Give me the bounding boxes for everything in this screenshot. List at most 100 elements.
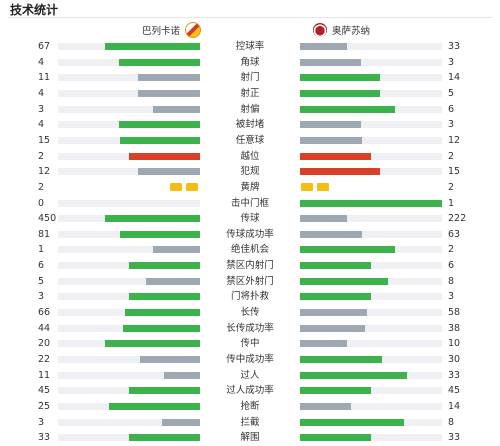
home-bar [138, 168, 200, 176]
home-value: 5 [38, 275, 45, 287]
home-bar-track [58, 152, 200, 160]
away-value: 6 [448, 260, 455, 272]
home-bar [162, 418, 200, 426]
home-value: 15 [38, 134, 51, 146]
home-bar [129, 387, 200, 395]
away-bar-track [300, 293, 442, 301]
home-bar [119, 58, 200, 66]
home-bar-track [58, 136, 200, 144]
stat-label: 控球率 [235, 41, 265, 52]
away-bar [300, 324, 365, 332]
stat-label: 抢断 [240, 400, 260, 412]
stat-row: 11 射门 14 [0, 70, 500, 86]
away-bar-track [300, 277, 442, 285]
yellow-card-icon [317, 182, 329, 191]
stat-label: 射偏 [240, 103, 260, 115]
home-bar-track [58, 199, 200, 207]
stat-row: 5 禁区外射门 8 [0, 274, 500, 290]
away-bar-track [300, 418, 442, 426]
home-bar-track [58, 309, 200, 317]
home-bar-track [58, 74, 200, 82]
home-bar-track [58, 434, 200, 442]
away-value: 3 [448, 56, 455, 68]
stat-label: 门将扑救 [230, 291, 269, 303]
away-bar [300, 121, 361, 129]
away-bar-track [300, 43, 442, 50]
away-team[interactable]: 奥萨苏纳 [308, 22, 370, 38]
stat-label: 过人 [240, 369, 260, 381]
home-bar [120, 230, 200, 238]
stat-label: 传中成功率 [226, 354, 274, 365]
stat-row: 3 门将扑救 3 [0, 289, 500, 305]
away-bar-track [300, 136, 442, 144]
away-bar-track [300, 89, 442, 97]
away-bar [300, 418, 404, 426]
stat-row: 2 越位 2 [0, 149, 500, 165]
home-bar-track [58, 293, 200, 301]
home-bar-track [58, 387, 200, 395]
away-bar [300, 387, 371, 395]
home-bar [119, 121, 200, 129]
away-bar [300, 215, 347, 223]
stat-row: 44 长传成功率 38 [0, 321, 500, 337]
home-value: 2 [38, 181, 45, 193]
stat-row: 33 解围 33 [0, 430, 500, 446]
stat-label: 犯规 [240, 166, 260, 178]
stat-row: 6 禁区内射门 6 [0, 258, 500, 274]
away-value: 2 [448, 181, 455, 193]
away-bar [300, 58, 361, 66]
yellow-card-icon [170, 182, 182, 191]
away-bar [300, 371, 407, 379]
away-bar [300, 136, 362, 144]
away-bar-track [300, 387, 442, 395]
away-value: 6 [448, 103, 455, 115]
away-team-crest-icon [313, 23, 327, 37]
away-bar-track [300, 230, 442, 238]
home-value: 3 [38, 291, 45, 303]
home-value: 25 [38, 400, 51, 412]
stat-row: 3 射偏 6 [0, 102, 500, 118]
home-bar [153, 105, 200, 113]
stat-row: 66 长传 58 [0, 305, 500, 321]
home-value: 44 [38, 322, 51, 334]
home-bar-track [58, 215, 200, 223]
home-value: 450 [38, 213, 57, 225]
away-bar [300, 89, 380, 97]
home-bar [129, 434, 200, 442]
away-bar-track [300, 152, 442, 160]
away-bar-track [300, 58, 442, 66]
home-bar-track [58, 105, 200, 113]
away-bar [300, 434, 371, 442]
stat-row: 22 传中成功率 30 [0, 352, 500, 368]
home-yellow-cards [170, 182, 198, 192]
stat-row: 4 被封堵 3 [0, 117, 500, 133]
home-bar-track [58, 324, 200, 332]
home-value: 20 [38, 338, 51, 350]
home-team[interactable]: 巴列卡诺 [142, 22, 206, 38]
header-divider [8, 17, 492, 18]
home-bar [138, 89, 200, 97]
away-bar-track [300, 74, 442, 82]
home-bar-track [58, 230, 200, 238]
home-value: 6 [38, 260, 45, 272]
home-bar-track [58, 246, 200, 254]
stat-row: 3 拦截 8 [0, 415, 500, 431]
stat-label: 射门 [240, 72, 260, 84]
home-bar [123, 324, 200, 332]
stat-row: 67 控球率 33 [0, 39, 500, 55]
away-value: 38 [448, 322, 461, 334]
away-value: 222 [448, 213, 467, 225]
away-bar [300, 43, 347, 50]
away-bar-track [300, 402, 442, 410]
home-bar [140, 356, 200, 363]
yellow-card-icon [301, 182, 313, 191]
away-bar [300, 246, 395, 254]
stat-row: 20 传中 10 [0, 336, 500, 352]
away-value: 2 [448, 150, 455, 162]
stat-label: 被封堵 [235, 119, 265, 131]
away-bar-track [300, 121, 442, 129]
away-value: 5 [448, 87, 455, 99]
away-bar-track [300, 215, 442, 223]
away-value: 14 [448, 400, 461, 412]
away-value: 3 [448, 291, 455, 303]
